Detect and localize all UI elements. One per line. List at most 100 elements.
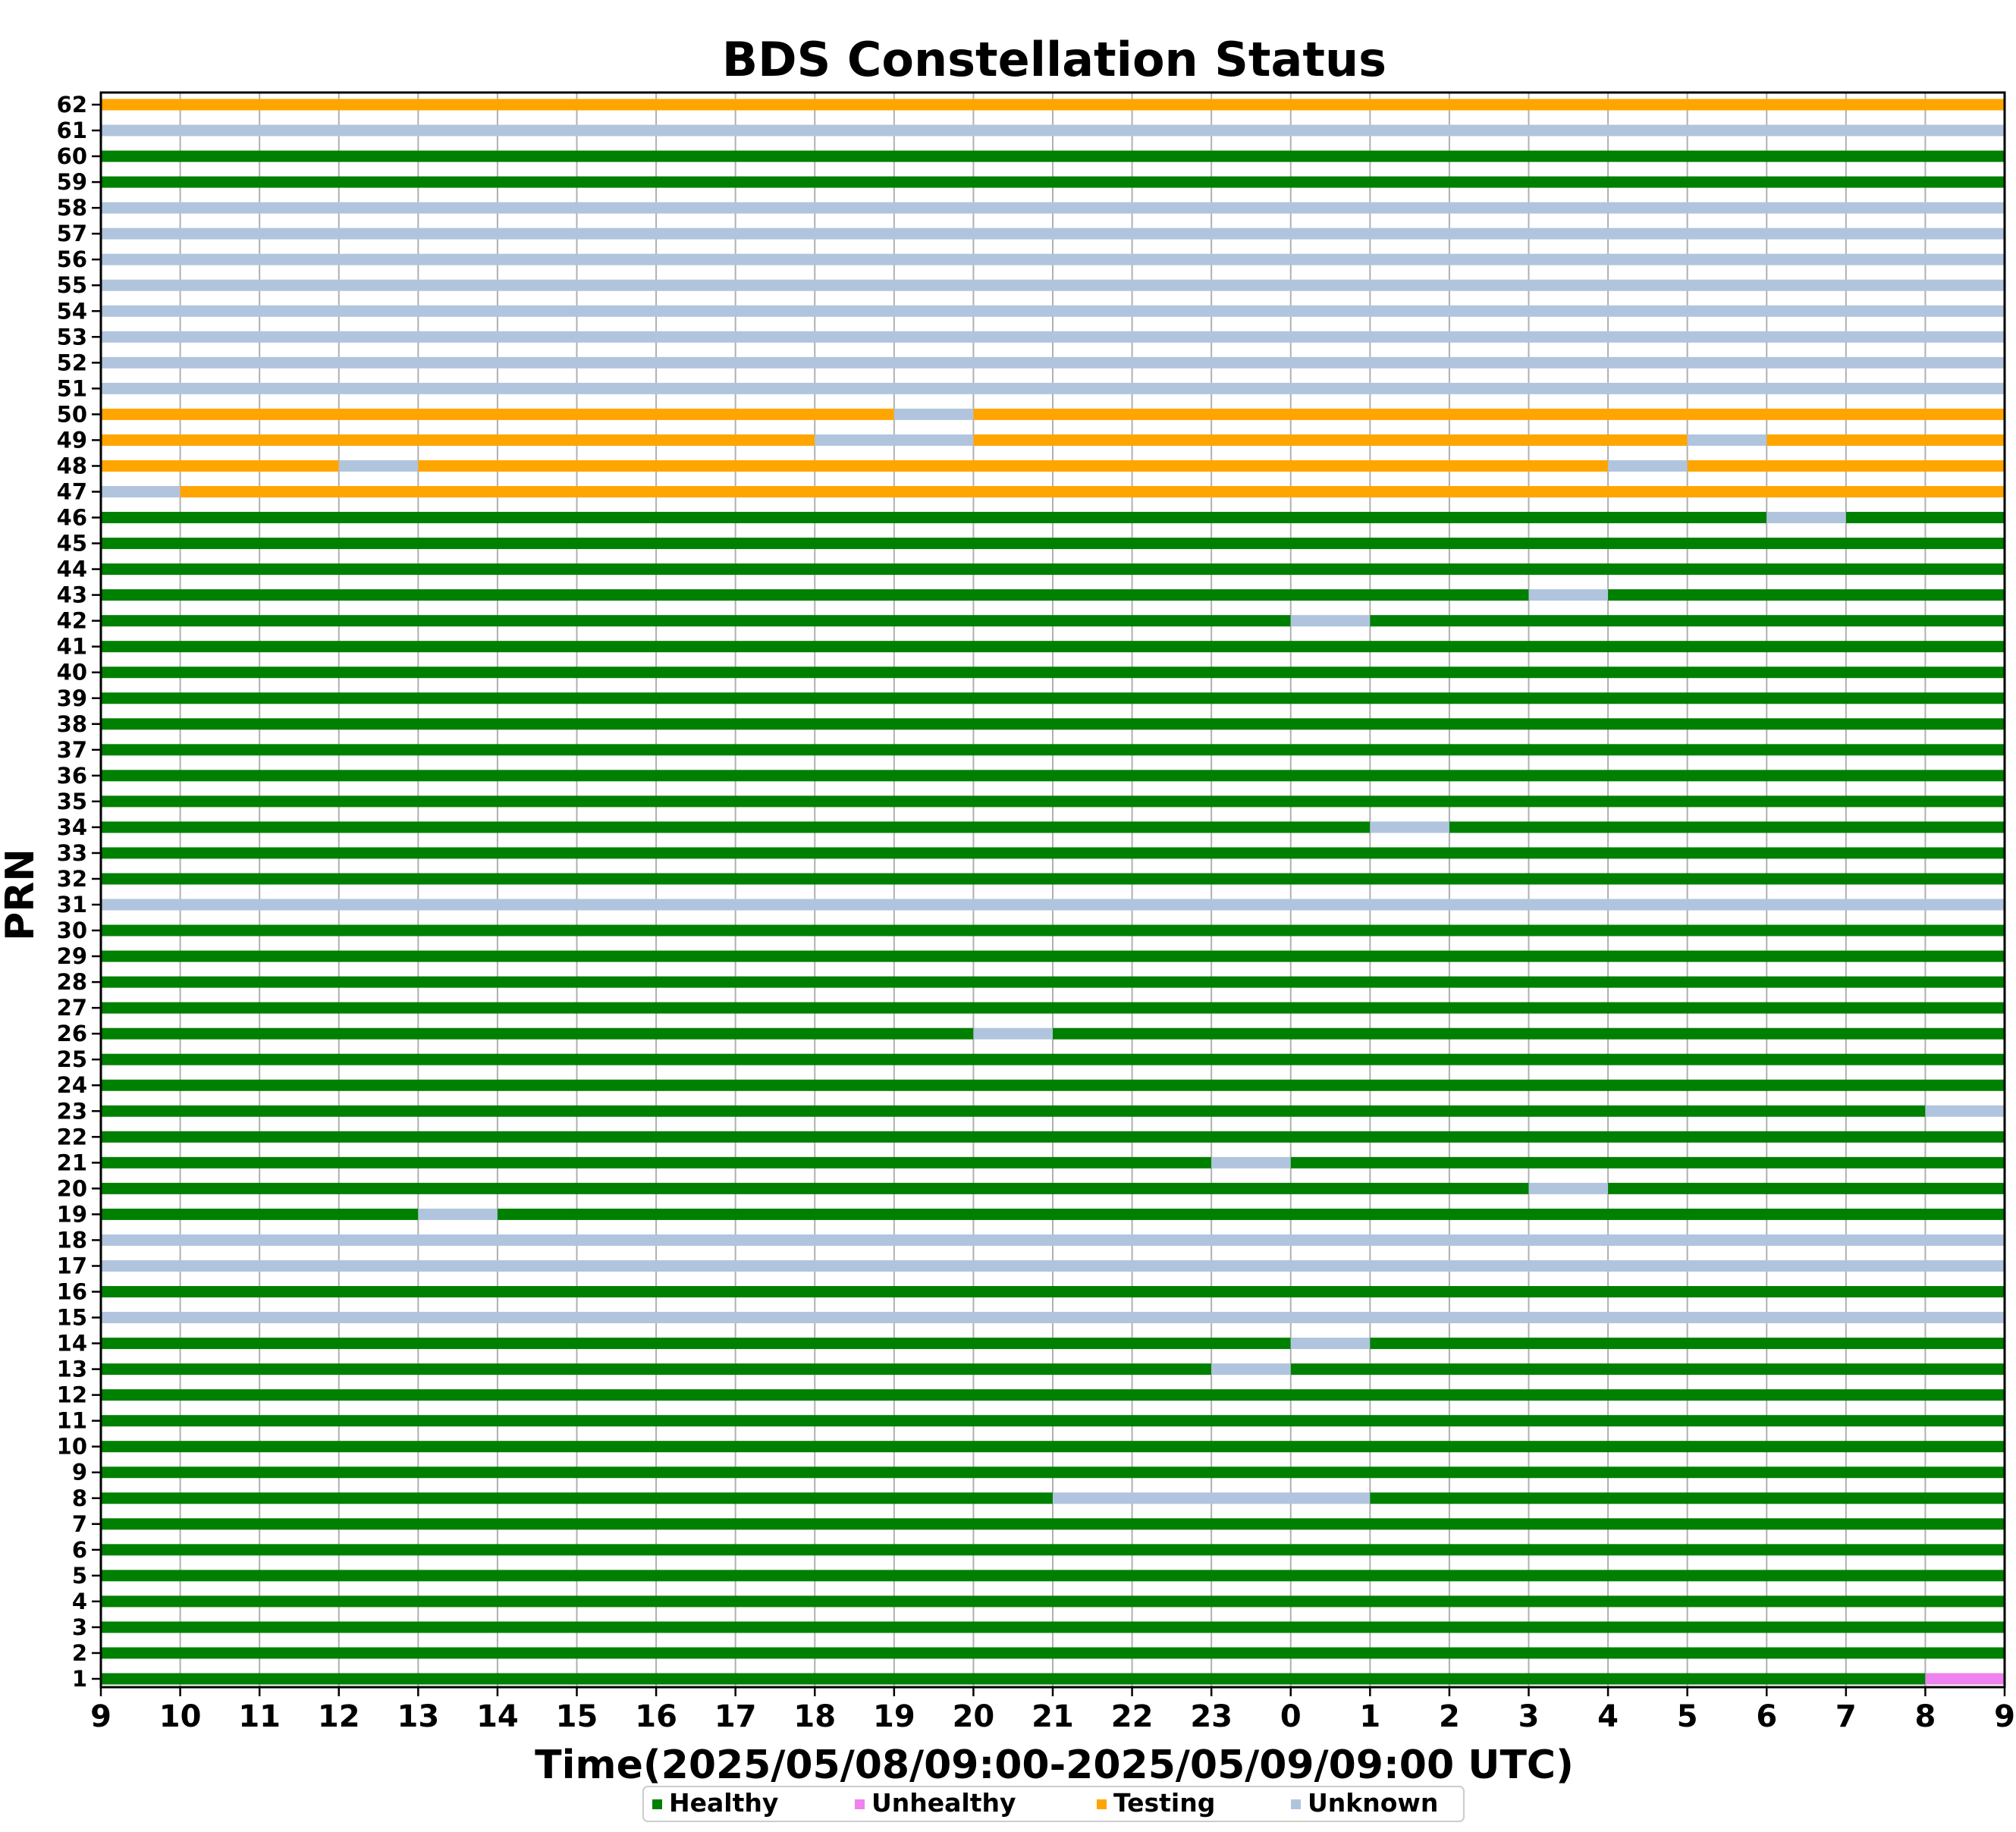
status-segment-prn-60: [101, 150, 2005, 162]
status-segment-prn-46: [1766, 512, 1846, 524]
x-tick-label: 11: [238, 1699, 281, 1734]
status-segment-prn-49: [815, 434, 974, 446]
y-tick-label: 35: [57, 789, 87, 814]
status-segment-prn-14: [1290, 1338, 1371, 1350]
status-segment-prn-3: [101, 1621, 2005, 1633]
legend-swatch-unknown: [1291, 1799, 1301, 1809]
status-segment-prn-46: [101, 512, 1767, 524]
y-tick-label: 13: [57, 1357, 87, 1382]
status-segment-prn-30: [101, 924, 2005, 936]
status-segment-prn-47: [101, 485, 181, 497]
y-tick-label: 47: [57, 478, 87, 504]
y-tick-label: 20: [57, 1175, 87, 1201]
status-segment-prn-19: [497, 1208, 2005, 1220]
status-segment-prn-27: [101, 1002, 2005, 1014]
status-segment-prn-4: [101, 1595, 2005, 1608]
y-tick-label: 7: [72, 1511, 87, 1537]
status-segment-prn-31: [101, 899, 2005, 911]
status-segment-prn-26: [101, 1027, 974, 1040]
y-tick-label: 55: [57, 272, 87, 298]
y-tick-label: 27: [57, 995, 87, 1021]
status-segment-prn-33: [101, 847, 2005, 859]
legend-swatch-testing: [1097, 1799, 1107, 1809]
y-tick-label: 33: [57, 840, 87, 866]
y-tick-label: 59: [57, 169, 87, 195]
status-segment-prn-5: [101, 1570, 2005, 1582]
status-segment-prn-50: [101, 408, 894, 420]
y-tick-label: 31: [57, 892, 87, 918]
status-segment-prn-1: [101, 1673, 1926, 1685]
y-tick-label: 61: [57, 118, 87, 143]
status-segment-prn-38: [101, 718, 2005, 730]
status-segment-prn-36: [101, 770, 2005, 782]
y-tick-label: 12: [57, 1382, 87, 1408]
status-segment-prn-56: [101, 253, 2005, 265]
status-segment-prn-22: [101, 1131, 2005, 1143]
legend-label-testing: Testing: [1113, 1788, 1215, 1818]
y-tick-label: 30: [57, 918, 87, 943]
y-tick-label: 60: [57, 143, 87, 169]
x-tick-label: 20: [953, 1699, 995, 1734]
x-tick-label: 5: [1677, 1699, 1698, 1734]
y-tick-label: 9: [72, 1460, 87, 1485]
status-segment-prn-14: [101, 1338, 1291, 1350]
x-tick-label: 9: [90, 1699, 111, 1734]
status-segment-prn-40: [101, 667, 2005, 679]
status-segment-prn-48: [1687, 460, 2005, 472]
y-tick-label: 5: [72, 1563, 87, 1589]
status-segment-prn-6: [101, 1544, 2005, 1556]
status-segment-prn-59: [101, 176, 2005, 188]
status-segment-prn-57: [101, 227, 2005, 240]
status-segment-prn-43: [101, 589, 1529, 601]
x-tick-label: 18: [793, 1699, 836, 1734]
y-tick-label: 48: [57, 453, 87, 478]
y-tick-label: 15: [57, 1305, 87, 1331]
y-tick-label: 21: [57, 1150, 87, 1175]
y-tick-label: 25: [57, 1046, 87, 1072]
status-segment-prn-21: [101, 1156, 1212, 1169]
y-tick-label: 17: [57, 1253, 87, 1278]
status-segment-prn-17: [101, 1260, 2005, 1272]
legend-label-unknown: Unknown: [1308, 1788, 1438, 1818]
legend-label-unhealthy: Unhealthy: [871, 1788, 1016, 1818]
y-tick-label: 6: [72, 1537, 87, 1563]
status-segment-prn-51: [101, 382, 2005, 394]
x-tick-label: 3: [1518, 1699, 1540, 1734]
status-segment-prn-24: [101, 1079, 2005, 1091]
status-segment-prn-11: [101, 1415, 2005, 1427]
status-segment-prn-42: [101, 615, 1291, 627]
status-segment-prn-19: [101, 1208, 419, 1220]
status-segment-prn-18: [101, 1234, 2005, 1246]
y-tick-label: 54: [57, 298, 87, 324]
x-tick-label: 23: [1190, 1699, 1233, 1734]
status-segment-prn-35: [101, 795, 2005, 808]
y-tick-label: 57: [57, 221, 87, 246]
status-segment-prn-49: [1766, 434, 2005, 446]
status-segment-prn-43: [1528, 589, 1609, 601]
status-segment-prn-37: [101, 744, 2005, 756]
status-segment-prn-34: [1449, 821, 2005, 833]
x-tick-label: 21: [1032, 1699, 1074, 1734]
status-segment-prn-49: [101, 434, 815, 446]
status-segment-prn-13: [1290, 1363, 2005, 1376]
y-tick-label: 38: [57, 711, 87, 737]
y-tick-label: 22: [57, 1124, 87, 1150]
y-tick-label: 24: [57, 1072, 87, 1098]
status-segment-prn-44: [101, 563, 2005, 576]
status-segment-prn-29: [101, 950, 2005, 962]
x-tick-label: 17: [714, 1699, 757, 1734]
status-segment-prn-16: [101, 1286, 2005, 1298]
status-segment-prn-14: [1370, 1338, 2005, 1350]
y-tick-label: 4: [72, 1589, 87, 1614]
status-segment-prn-26: [1053, 1027, 2005, 1040]
x-tick-label: 14: [476, 1699, 519, 1734]
x-tick-label: 15: [556, 1699, 598, 1734]
status-segment-prn-61: [101, 124, 2005, 136]
status-segment-prn-20: [101, 1182, 1529, 1194]
y-tick-label: 45: [57, 531, 87, 557]
x-tick-label: 6: [1756, 1699, 1777, 1734]
status-segment-prn-10: [101, 1441, 2005, 1453]
status-segment-prn-21: [1211, 1156, 1291, 1169]
legend-label-healthy: Healthy: [669, 1788, 778, 1818]
y-tick-label: 53: [57, 324, 87, 350]
